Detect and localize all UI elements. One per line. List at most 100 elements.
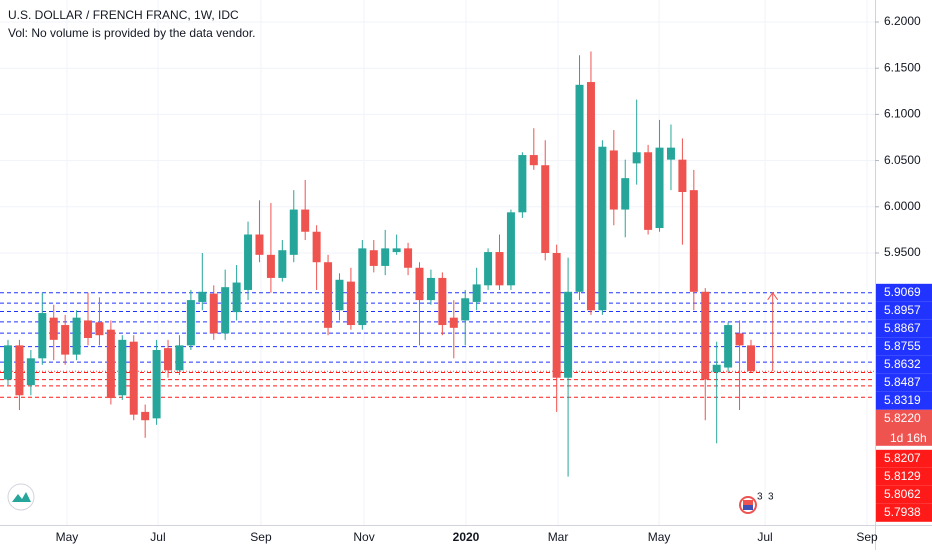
logo[interactable]: [7, 483, 35, 511]
candle-body: [346, 281, 355, 326]
candle-body: [209, 293, 218, 334]
event-badge[interactable]: 3 3: [739, 492, 774, 514]
candle-body: [301, 209, 310, 232]
y-tick-label: 6.2000: [884, 14, 921, 28]
chart-subtitle: Vol: No volume is provided by the data v…: [8, 26, 255, 40]
x-tick-label: 2020: [453, 530, 480, 544]
price-label: 5.8319: [884, 393, 921, 407]
candle-body: [541, 165, 550, 253]
price-label-box: [876, 467, 932, 486]
candle-body: [244, 234, 253, 290]
candle-body: [689, 190, 698, 292]
candle-body: [529, 155, 538, 166]
candle-body: [15, 345, 24, 396]
price-label: 5.8632: [884, 357, 921, 371]
candle-body: [255, 234, 264, 255]
candle-body: [415, 267, 424, 301]
price-label-box: [876, 409, 932, 446]
event-count[interactable]: 3: [757, 492, 763, 503]
candle-body: [746, 345, 755, 372]
plot-area: [0, 0, 875, 525]
candle-body: [575, 84, 584, 292]
price-label-box: [876, 355, 932, 374]
candle-body: [49, 317, 58, 340]
candle-body: [289, 209, 298, 255]
x-tick-label: May: [648, 530, 671, 544]
candle-body: [644, 152, 653, 230]
candle-body: [484, 252, 493, 286]
candle-body: [392, 248, 401, 253]
countdown-label: 1d 16h: [890, 431, 927, 445]
candle-body: [266, 254, 275, 278]
candle-body: [735, 333, 744, 346]
price-label-box: [876, 503, 932, 522]
price-label: 5.8062: [884, 487, 921, 501]
candle-body: [518, 155, 527, 213]
candle-body: [564, 291, 573, 378]
price-label-box: [876, 391, 932, 410]
candle-body: [506, 212, 515, 286]
candle-body: [712, 364, 721, 373]
price-label-box: [876, 301, 932, 320]
candle-body: [198, 291, 207, 302]
candle-body: [495, 252, 504, 286]
candle-body: [632, 152, 641, 164]
price-label-box: [876, 319, 932, 338]
price-label: 5.8220: [884, 411, 921, 425]
x-tick-label: Sep: [250, 530, 272, 544]
candle-body: [621, 178, 630, 210]
price-label: 5.8207: [884, 451, 921, 465]
price-label: 5.8129: [884, 469, 921, 483]
candle-body: [221, 287, 230, 334]
price-label-box: [876, 283, 932, 302]
x-tick-label: Jul: [757, 530, 772, 544]
y-tick-label: 6.0500: [884, 153, 921, 167]
price-label: 5.8867: [884, 321, 921, 335]
candle-body: [449, 317, 458, 328]
candle-body: [552, 252, 561, 378]
candle-body: [72, 317, 81, 355]
candle-body: [152, 350, 161, 419]
price-label: 5.8487: [884, 375, 921, 389]
candle-body: [666, 147, 675, 160]
event-flag-stripe[interactable]: [743, 500, 753, 505]
chart-title: U.S. DOLLAR / FRENCH FRANC, 1W, IDC: [8, 8, 239, 22]
candle-body: [38, 313, 47, 359]
price-label: 5.7938: [884, 505, 921, 519]
candle-body: [678, 159, 687, 193]
x-tick-label: Sep: [856, 530, 878, 544]
price-label-box: [876, 449, 932, 468]
candle-body: [106, 329, 115, 399]
x-tick-label: May: [56, 530, 79, 544]
logo-icon[interactable]: [12, 492, 31, 502]
candle-body: [335, 279, 344, 311]
candle-body: [186, 300, 195, 346]
candle-body: [61, 325, 70, 355]
candle-body: [278, 250, 287, 278]
candle-body: [404, 248, 413, 268]
candle-body: [312, 231, 321, 263]
candle-body: [141, 411, 150, 421]
candle-body: [586, 82, 595, 311]
candle-body: [609, 150, 618, 210]
arrow-head: [767, 291, 779, 301]
event-count[interactable]: 3: [768, 492, 774, 503]
candle-body: [129, 341, 138, 415]
candle-body: [324, 262, 333, 328]
candle-body: [472, 284, 481, 302]
candle-body: [381, 248, 390, 266]
candle-body: [724, 325, 733, 368]
candle-body: [369, 250, 378, 266]
logo-circle[interactable]: [7, 483, 35, 511]
price-label-box: [876, 485, 932, 504]
candle-body: [118, 339, 127, 396]
y-tick-label: 6.1000: [884, 107, 921, 121]
event-flag-stripe[interactable]: [743, 505, 753, 510]
candle-body: [84, 320, 93, 338]
price-label: 5.8957: [884, 303, 921, 317]
candle-body: [461, 298, 470, 321]
price-label-box: [876, 373, 932, 392]
candle-body: [26, 358, 35, 386]
candle-body: [701, 291, 710, 380]
candle-body: [358, 248, 367, 326]
